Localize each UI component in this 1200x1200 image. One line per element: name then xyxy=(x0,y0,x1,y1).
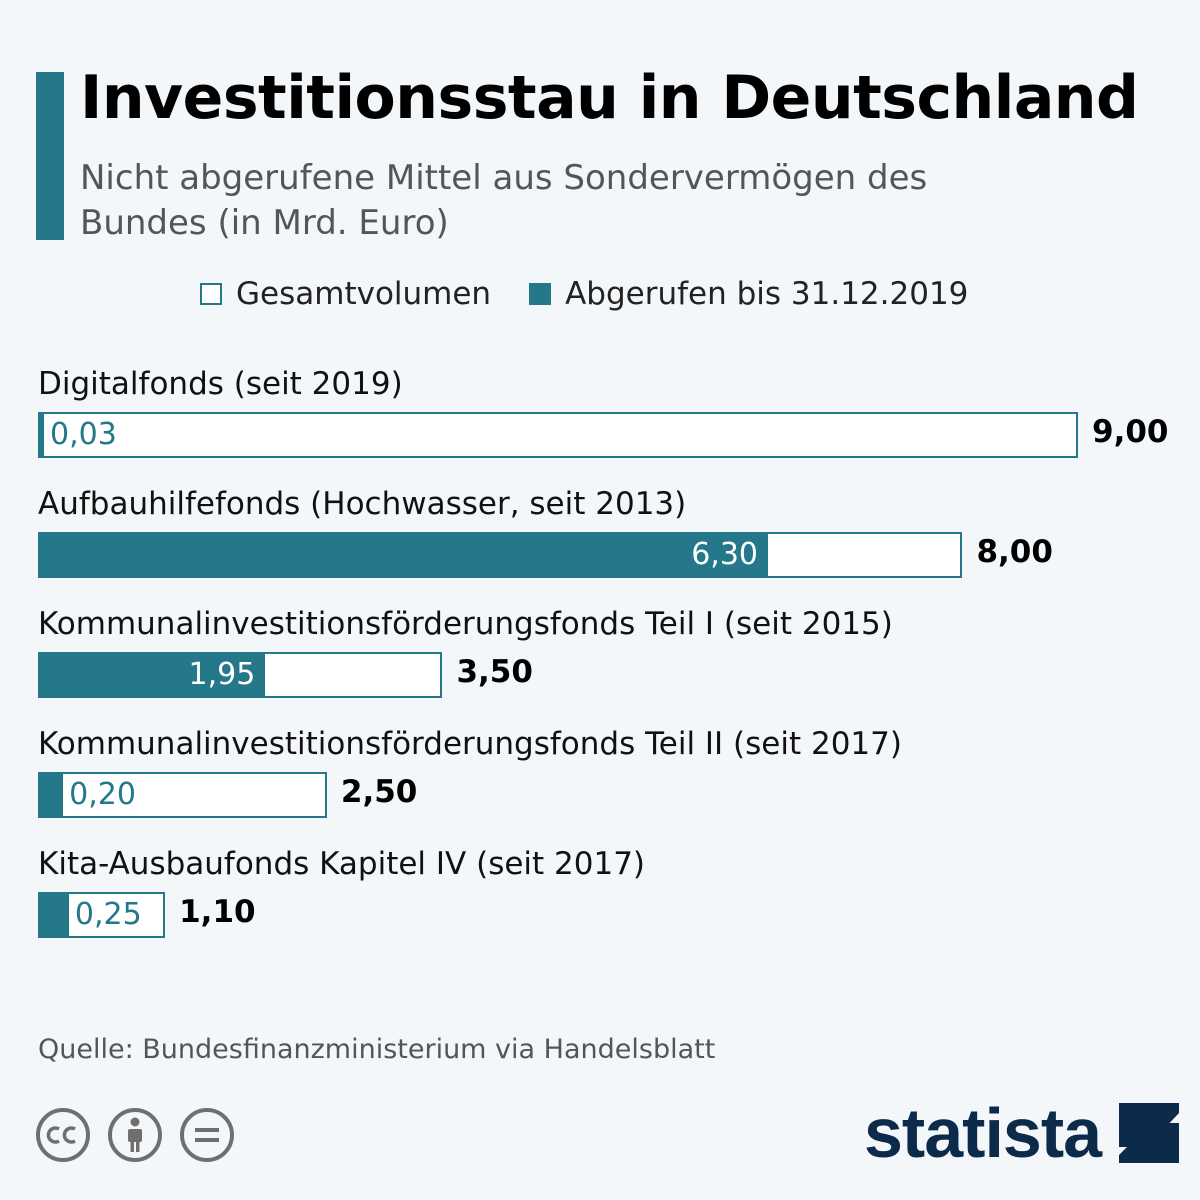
licence-icons xyxy=(36,1108,252,1162)
category-label: Aufbauhilfefonds (Hochwasser, seit 2013) xyxy=(38,486,687,522)
category-label: Kommunalinvestitionsförderungsfonds Teil… xyxy=(38,606,893,642)
bar-total-value-label: 9,00 xyxy=(1092,414,1169,450)
bar-called xyxy=(40,894,69,936)
legend-label-called: Abgerufen bis 31.12.2019 xyxy=(565,276,969,312)
bar-called-value-label: 1,95 xyxy=(188,657,256,692)
bar-called xyxy=(40,534,768,576)
cc-icon xyxy=(36,1108,90,1162)
no-derivatives-icon xyxy=(180,1108,234,1162)
bar-called-value-label: 6,30 xyxy=(691,537,758,572)
bar-total-value-label: 3,50 xyxy=(456,654,533,690)
bar-called-value-label: 0,25 xyxy=(74,897,142,932)
bar-total-value-label: 1,10 xyxy=(179,894,256,930)
title-accent-bar xyxy=(36,72,64,240)
bar-called-value-label: 0,03 xyxy=(50,417,117,452)
bar-total xyxy=(38,772,327,818)
attribution-icon xyxy=(108,1108,162,1162)
bar-called xyxy=(40,654,266,696)
legend: Gesamtvolumen Abgerufen bis 31.12.2019 xyxy=(200,276,968,312)
legend-item-total: Gesamtvolumen xyxy=(200,276,491,312)
legend-item-called: Abgerufen bis 31.12.2019 xyxy=(491,276,968,312)
bar-total-value-label: 8,00 xyxy=(976,534,1053,570)
source-note: Quelle: Bundesfinanzministerium via Hand… xyxy=(38,1034,716,1065)
bar-called xyxy=(40,774,64,816)
page-title: Investitionsstau in Deutschland xyxy=(80,63,1139,133)
category-label: Digitalfonds (seit 2019) xyxy=(38,366,403,402)
bar-called xyxy=(40,414,44,456)
legend-label-total: Gesamtvolumen xyxy=(236,276,492,312)
bar-total xyxy=(38,892,166,938)
bar-total xyxy=(38,412,1078,458)
bar-total-value-label: 2,50 xyxy=(340,774,418,810)
page-subtitle: Nicht abgerufene Mittel aus Sondervermög… xyxy=(80,158,928,243)
statista-logo: statista xyxy=(864,1094,1180,1172)
legend-swatch-called xyxy=(529,283,552,305)
bar-total xyxy=(38,532,963,578)
bar-called-value-label: 0,20 xyxy=(69,777,136,812)
logo-text: statista xyxy=(864,1094,1102,1172)
legend-swatch-total xyxy=(200,283,222,305)
category-label: Kommunalinvestitionsförderungsfonds Teil… xyxy=(38,726,902,762)
bar-total xyxy=(38,652,443,698)
bar-chart: Digitalfonds (seit 2019) 0,03 9,00 Aufbauhi… xyxy=(0,360,1200,960)
category-label: Kita-Ausbaufonds Kapitel IV (seit 2017) xyxy=(38,846,646,882)
logo-mark-icon xyxy=(1119,1103,1180,1163)
